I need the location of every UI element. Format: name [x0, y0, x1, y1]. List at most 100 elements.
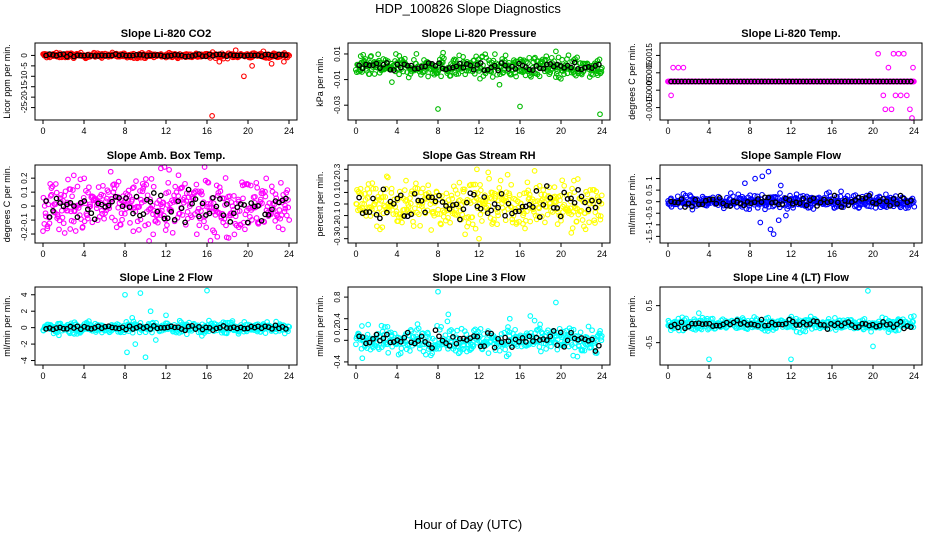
x-tick-label: 20 — [868, 126, 878, 136]
data-point — [489, 74, 496, 80]
summary-point — [234, 204, 241, 211]
data-point — [160, 199, 167, 206]
summary-point — [397, 64, 404, 71]
summary-point — [470, 66, 477, 73]
outlier-point — [553, 48, 559, 55]
data-point — [454, 191, 461, 197]
summary-point — [144, 53, 150, 59]
data-point — [100, 192, 107, 199]
x-tick-label: 12 — [786, 249, 796, 259]
summary-point — [213, 203, 220, 210]
x-tick-label: 20 — [243, 126, 253, 136]
data-point — [380, 210, 387, 217]
summary-point — [596, 61, 602, 68]
data-point — [559, 177, 566, 184]
data-point — [532, 198, 538, 205]
x-tick-label: 4 — [81, 126, 86, 136]
outlier-point — [870, 343, 876, 350]
outlier-point — [166, 166, 172, 173]
summary-point — [237, 201, 244, 207]
summary-point — [904, 78, 911, 85]
summary-point — [842, 78, 848, 85]
x-tick-label: 20 — [556, 249, 566, 259]
data-point — [536, 183, 543, 189]
y-tick-label: 0 — [333, 201, 342, 206]
summary-point — [157, 192, 164, 199]
y-tick-label: -0.01 — [333, 70, 342, 89]
outlier-point — [675, 64, 682, 71]
x-tick-label: 4 — [706, 249, 711, 259]
data-point — [204, 179, 211, 185]
data-point — [61, 230, 68, 236]
x-tick-label: 16 — [827, 126, 837, 136]
summary-point — [453, 63, 460, 70]
summary-point — [265, 51, 272, 58]
data-point — [417, 222, 423, 229]
x-tick-label: 0 — [353, 371, 358, 381]
summary-point — [689, 78, 695, 85]
data-point — [491, 216, 497, 223]
outlier-point — [900, 50, 907, 57]
outlier-point — [506, 315, 513, 322]
y-tick-label: 0.0015 — [645, 43, 654, 68]
outlier-point — [440, 49, 446, 56]
summary-point — [713, 78, 720, 85]
data-point — [198, 208, 204, 214]
data-point — [211, 229, 218, 236]
data-point — [579, 217, 586, 223]
data-point — [53, 189, 60, 196]
summary-point — [422, 63, 428, 70]
data-point — [119, 216, 125, 223]
data-point — [590, 200, 596, 207]
summary-point — [237, 52, 244, 59]
data-point — [911, 313, 917, 319]
summary-point — [269, 52, 275, 59]
data-point — [194, 208, 201, 215]
y-tick-label: -15 — [20, 80, 29, 92]
data-point — [911, 78, 917, 85]
data-point — [369, 180, 376, 186]
summary-point — [171, 51, 178, 58]
y-tick-label: -0.5 — [645, 206, 654, 220]
data-point — [262, 330, 269, 336]
x-tick-label: 20 — [556, 126, 566, 136]
summary-point — [241, 53, 248, 59]
outlier-point — [706, 356, 712, 363]
data-point — [102, 210, 108, 216]
outlier-point — [70, 172, 77, 179]
x-tick-label: 24 — [909, 126, 919, 136]
data-point — [368, 53, 374, 59]
data-point — [133, 178, 139, 184]
data-point — [217, 188, 224, 195]
data-point — [272, 217, 279, 224]
x-tick-label: 16 — [515, 371, 525, 381]
summary-point — [234, 52, 241, 59]
data-point — [192, 188, 199, 194]
outlier-point — [124, 349, 130, 356]
summary-point — [53, 195, 60, 202]
summary-point — [533, 188, 540, 194]
summary-point — [164, 215, 171, 222]
data-point — [472, 225, 479, 232]
outlier-point — [910, 64, 916, 71]
data-point — [516, 192, 523, 198]
data-point — [502, 52, 509, 59]
data-point — [390, 211, 397, 217]
summary-point — [533, 62, 540, 69]
x-tick-label: 16 — [202, 126, 212, 136]
summary-point — [102, 52, 109, 59]
outlier-point — [214, 233, 221, 240]
x-tick-label: 24 — [909, 371, 919, 381]
outlier-point — [527, 313, 534, 319]
summary-point — [283, 195, 289, 202]
summary-point — [855, 78, 862, 85]
data-point — [526, 191, 533, 198]
data-point — [584, 191, 591, 198]
data-point — [268, 183, 275, 190]
data-point — [485, 202, 492, 209]
summary-point — [123, 195, 129, 201]
data-point — [574, 176, 581, 182]
data-point — [396, 71, 402, 78]
data-point — [531, 317, 538, 324]
data-point — [136, 227, 142, 233]
